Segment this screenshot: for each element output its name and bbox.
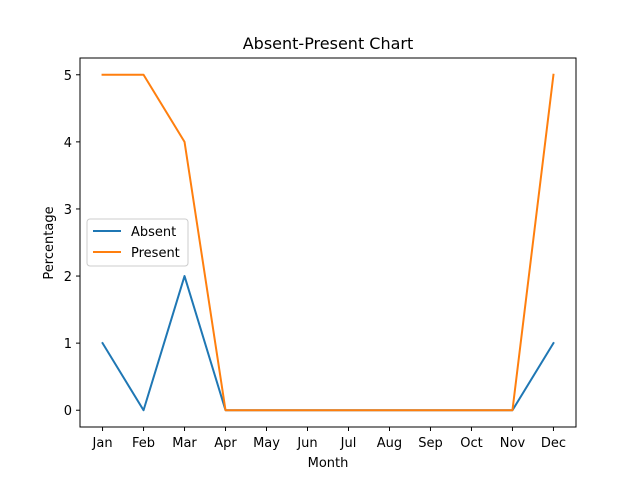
plot-area-frame xyxy=(79,57,577,428)
legend-label-absent: Absent xyxy=(131,225,176,240)
x-axis-ticks: Jan Feb Mar Apr May Jun Jul Aug Sep Oct Nov Dec xyxy=(92,427,566,451)
y-axis-ticks: 0 1 2 3 4 5 xyxy=(64,69,80,419)
legend: Absent Present xyxy=(86,218,189,267)
y-tick-label: 5 xyxy=(64,69,72,84)
x-tick-label: Apr xyxy=(214,436,237,451)
series-line-present xyxy=(101,73,555,412)
x-tick-label: May xyxy=(253,436,280,451)
x-tick-label: Jul xyxy=(340,436,357,451)
y-tick-label: 2 xyxy=(64,270,72,285)
legend-label-present: Present xyxy=(131,246,180,261)
series-lines xyxy=(101,73,555,412)
y-tick-label: 3 xyxy=(64,203,72,218)
y-axis-label: Percentage xyxy=(42,206,57,279)
x-tick-label: Feb xyxy=(132,436,155,451)
x-tick-label: Jan xyxy=(92,436,113,451)
y-tick-label: 4 xyxy=(64,136,72,151)
chart-title: Absent-Present Chart xyxy=(243,34,414,53)
x-tick-label: Oct xyxy=(460,436,482,451)
x-tick-label: Sep xyxy=(418,436,443,451)
x-tick-label: Dec xyxy=(541,436,566,451)
x-tick-label: Nov xyxy=(500,436,526,451)
x-tick-label: Mar xyxy=(172,436,197,451)
y-tick-label: 0 xyxy=(64,404,72,419)
x-tick-label: Jun xyxy=(296,436,317,451)
x-axis-label: Month xyxy=(308,456,349,471)
x-tick-label: Aug xyxy=(377,436,402,451)
y-tick-label: 1 xyxy=(64,337,72,352)
